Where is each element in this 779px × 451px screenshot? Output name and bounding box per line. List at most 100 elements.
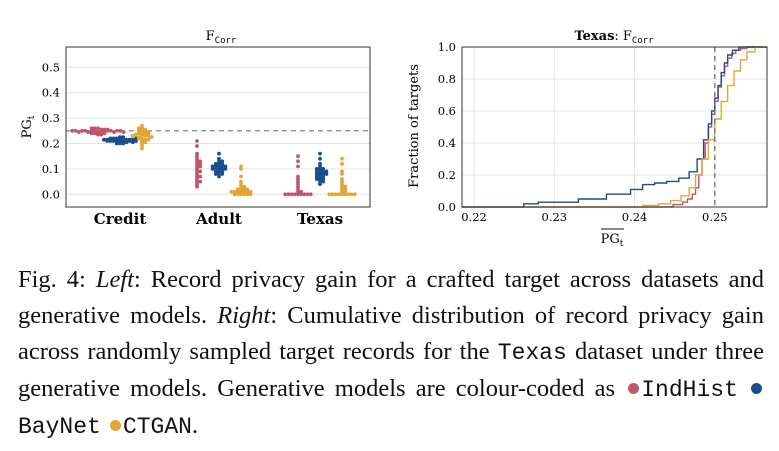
indhist-point bbox=[198, 159, 203, 164]
left-panel-ylabel: PGt bbox=[20, 115, 37, 138]
right-x-tick-label: 0.22 bbox=[461, 210, 487, 224]
left-x-tick-label: Adult bbox=[195, 210, 242, 228]
ctgan-point bbox=[336, 192, 341, 197]
indhist-point bbox=[76, 130, 81, 134]
right-y-tick-label: 0.2 bbox=[438, 168, 456, 182]
indhist-point bbox=[89, 131, 94, 136]
indhist-point bbox=[308, 192, 313, 197]
indhist-point bbox=[118, 128, 123, 133]
figure: FCorr PGt 0.0 0.1 0.2 0.3 0.4 0.5 Credit Adult… bbox=[20, 29, 768, 249]
indhist-color-dot-icon bbox=[628, 383, 640, 394]
right-panel-y-ticks: 0.0 0.2 0.4 0.6 0.8 1.0 bbox=[438, 40, 456, 214]
indhist-point bbox=[296, 159, 300, 164]
caption-end: . bbox=[191, 412, 199, 439]
ctgan-point bbox=[349, 192, 354, 197]
indhist-point bbox=[102, 131, 107, 136]
left-y-tick-label: 0.5 bbox=[42, 60, 60, 74]
ctgan-point bbox=[232, 192, 237, 197]
left-panel: FCorr PGt 0.0 0.1 0.2 0.3 0.4 0.5 Credit Adult… bbox=[20, 29, 371, 228]
baynet-point bbox=[105, 139, 110, 143]
ctgan-point bbox=[333, 192, 338, 197]
indhist-point bbox=[96, 132, 100, 137]
baynet-point bbox=[210, 164, 215, 169]
ctgan-point bbox=[352, 192, 357, 197]
baynet-point bbox=[124, 140, 129, 145]
ctgan-point bbox=[239, 192, 243, 197]
left-x-tick-label: Texas bbox=[297, 210, 343, 228]
ctgan-point bbox=[136, 126, 141, 131]
baynet-point bbox=[108, 139, 113, 143]
ctgan-point bbox=[245, 187, 250, 192]
baynet-point bbox=[121, 141, 126, 146]
left-y-tick-label: 0.0 bbox=[42, 187, 60, 201]
baynet-point bbox=[318, 182, 322, 187]
right-panel-cdf-lines bbox=[462, 46, 767, 208]
left-panel-x-ticks: Credit Adult Texas bbox=[94, 210, 343, 228]
ctgan-point bbox=[245, 192, 250, 197]
ctgan-point bbox=[140, 146, 144, 151]
right-y-tick-label: 0.6 bbox=[438, 104, 456, 118]
baynet-point bbox=[324, 172, 329, 176]
right-panel-title: Texas: FCorr bbox=[574, 29, 654, 46]
baynet-point bbox=[217, 151, 221, 156]
right-x-tick-label: 0.23 bbox=[541, 210, 567, 224]
ctgan-point bbox=[327, 192, 332, 197]
indhist-point bbox=[86, 130, 91, 134]
baynet-cdf-line bbox=[462, 46, 767, 208]
baynet-point bbox=[127, 139, 132, 143]
right-y-tick-label: 0.0 bbox=[438, 200, 456, 214]
indhist-point bbox=[198, 164, 203, 169]
right-x-tick-label: 0.24 bbox=[622, 210, 648, 224]
indhist-point bbox=[195, 184, 199, 189]
ctgan-point bbox=[140, 132, 144, 137]
ctgan-point bbox=[136, 131, 141, 136]
ctgan-color-dot-icon bbox=[109, 420, 121, 431]
right-panel-x-ticks: 0.22 0.23 0.24 0.25 bbox=[461, 210, 727, 224]
ctgan-point bbox=[340, 161, 344, 166]
ctgan-point bbox=[143, 133, 148, 138]
ctgan-point bbox=[340, 192, 344, 197]
indhist-point bbox=[92, 131, 97, 136]
indhist-point bbox=[195, 139, 199, 143]
left-panel-y-ticks: 0.0 0.1 0.2 0.3 0.4 0.5 bbox=[42, 60, 60, 201]
indhist-point bbox=[299, 192, 304, 197]
caption-fig-label: Fig. 4: bbox=[18, 266, 86, 293]
indhist-point bbox=[198, 179, 203, 184]
baynet-point bbox=[134, 139, 138, 143]
ctgan-point bbox=[146, 137, 151, 142]
baynet-point bbox=[318, 156, 322, 161]
left-panel-title: FCorr bbox=[206, 29, 237, 46]
ctgan-point bbox=[239, 167, 243, 171]
left-x-tick-label: Credit bbox=[94, 210, 147, 228]
baynet-point bbox=[213, 172, 218, 176]
ctgan-point bbox=[229, 189, 234, 194]
right-x-tick-label: 0.25 bbox=[702, 210, 728, 224]
ctgan-point bbox=[146, 131, 151, 136]
baynet-point bbox=[213, 161, 218, 166]
baynet-point bbox=[220, 159, 225, 164]
indhist-point bbox=[89, 126, 94, 131]
left-panel-frame bbox=[65, 46, 371, 208]
ctgan-point bbox=[149, 135, 154, 140]
ctgan-point bbox=[143, 140, 148, 145]
caption-model-indhist: IndHist bbox=[641, 377, 738, 403]
indhist-point bbox=[292, 192, 297, 197]
caption-model-baynet: BayNet bbox=[18, 414, 101, 440]
caption-right-word: Right bbox=[217, 302, 271, 329]
right-panel-xlabel: PGt bbox=[601, 232, 624, 249]
baynet-point bbox=[121, 135, 126, 140]
indhist-point bbox=[115, 128, 120, 133]
indhist-point bbox=[99, 132, 104, 137]
left-y-tick-label: 0.2 bbox=[42, 137, 60, 151]
left-panel-swarm-points bbox=[70, 123, 357, 197]
indhist-point bbox=[289, 192, 294, 197]
baynet-point bbox=[118, 141, 122, 146]
baynet-point bbox=[223, 164, 228, 169]
indhist-point bbox=[296, 154, 300, 159]
right-panel-ylabel: Fraction of targets bbox=[407, 64, 422, 188]
indhist-point bbox=[296, 192, 300, 197]
caption-right-text-2: dataset under three generative models. G… bbox=[18, 338, 765, 402]
indhist-point bbox=[112, 130, 116, 134]
ctgan-point bbox=[133, 132, 138, 137]
ctgan-point bbox=[130, 133, 135, 138]
